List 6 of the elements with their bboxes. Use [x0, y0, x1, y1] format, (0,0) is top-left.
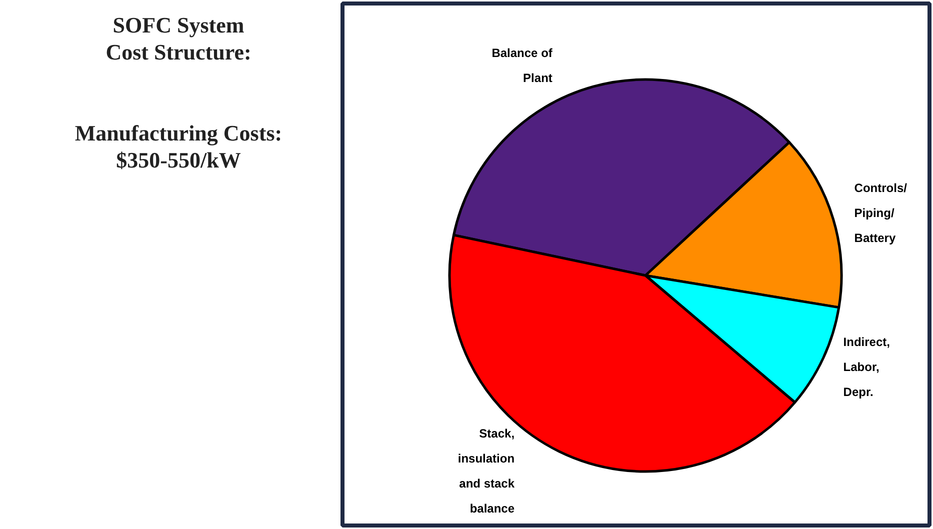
slice-label: Controls/ Piping/ Battery: [854, 180, 908, 245]
text: SOFC System Cost Structure:: [106, 12, 252, 64]
text: Manufacturing Costs: $350-550/kW: [74, 120, 282, 172]
slice-label: Stack, insulation and stack balance: [458, 426, 515, 516]
slice-label: Balance of Plant: [492, 46, 554, 85]
slice-label: Indirect, Labor, Depr.: [843, 335, 890, 400]
